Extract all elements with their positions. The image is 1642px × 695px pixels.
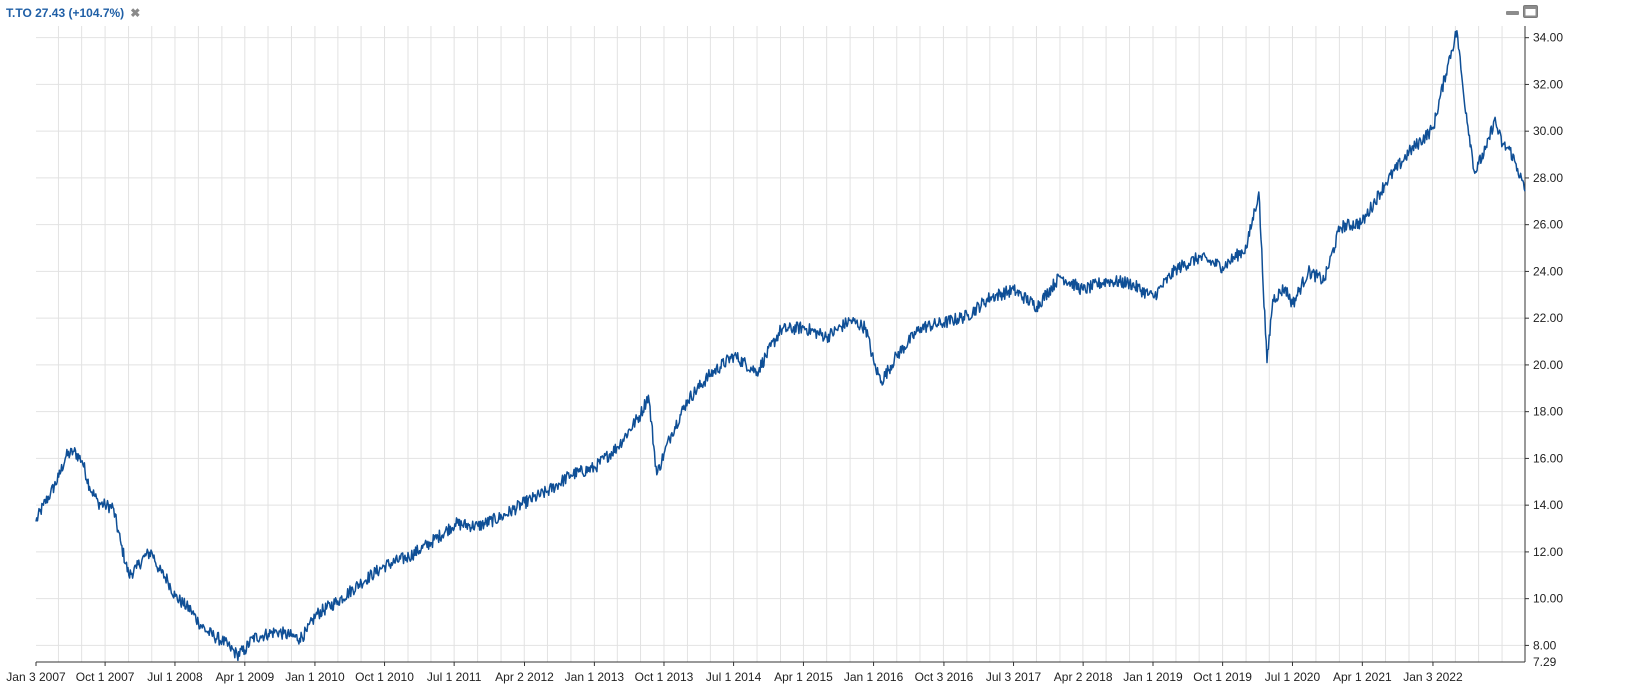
y-tick-label: 34.00 xyxy=(1533,31,1563,45)
x-tick-label: Jul 1 2014 xyxy=(706,670,762,684)
y-tick-label: 8.00 xyxy=(1533,638,1557,652)
x-tick-label: Oct 1 2019 xyxy=(1193,670,1252,684)
y-tick-label: 24.00 xyxy=(1533,264,1563,278)
price-series-line xyxy=(35,29,1526,662)
x-tick-label: Jul 1 2020 xyxy=(1265,670,1321,684)
x-tick-label: Oct 1 2013 xyxy=(635,670,694,684)
maximize-icon[interactable] xyxy=(1523,5,1539,18)
x-tick-label: Oct 3 2016 xyxy=(915,670,974,684)
x-tick-label: Apr 1 2015 xyxy=(774,670,833,684)
minimize-icon[interactable] xyxy=(1506,5,1520,17)
y-tick-label: 28.00 xyxy=(1533,171,1563,185)
axes xyxy=(35,26,1529,666)
y-tick-label: 14.00 xyxy=(1533,498,1563,512)
x-tick-label: Oct 1 2007 xyxy=(76,670,135,684)
y-tick-label: 26.00 xyxy=(1533,218,1563,232)
x-tick-label: Apr 2 2018 xyxy=(1054,670,1113,684)
series-legend: T.TO 27.43 (+104.7%) ✖ xyxy=(6,6,140,20)
x-tick-label: Jan 1 2010 xyxy=(285,670,345,684)
x-tick-label: Jan 1 2019 xyxy=(1123,670,1183,684)
grid xyxy=(36,26,1525,662)
x-tick-label: Jan 1 2016 xyxy=(844,670,904,684)
tick-labels: Jan 3 2007 Oct 1 2007 Jul 1 2008 Apr 1 2009… xyxy=(6,31,1563,684)
x-tick-label: Jan 3 2022 xyxy=(1403,670,1463,684)
y-tick-label: 20.00 xyxy=(1533,358,1563,372)
close-icon[interactable]: ✖ xyxy=(130,6,141,20)
x-tick-label: Jul 1 2011 xyxy=(427,670,482,684)
y-tick-label: 18.00 xyxy=(1533,405,1563,419)
y-tick-label: 10.00 xyxy=(1533,592,1563,606)
x-tick-label: Apr 1 2009 xyxy=(215,670,274,684)
x-tick-label: Oct 1 2010 xyxy=(355,670,414,684)
y-min-label: 7.29 xyxy=(1533,655,1557,669)
y-tick-label: 32.00 xyxy=(1533,77,1563,91)
y-tick-label: 16.00 xyxy=(1533,451,1563,465)
x-tick-label: Apr 2 2012 xyxy=(495,670,554,684)
y-tick-label: 12.00 xyxy=(1533,545,1563,559)
x-tick-label: Jul 1 2008 xyxy=(147,670,203,684)
series-label[interactable]: T.TO 27.43 (+104.7%) xyxy=(6,6,125,20)
x-tick-label: Jul 3 2017 xyxy=(986,670,1042,684)
x-tick-label: Jan 3 2007 xyxy=(6,670,66,684)
y-tick-label: 30.00 xyxy=(1533,124,1563,138)
y-tick-label: 22.00 xyxy=(1533,311,1563,325)
x-tick-label: Jan 1 2013 xyxy=(565,670,625,684)
series xyxy=(35,29,1526,662)
x-tick-label: Apr 1 2021 xyxy=(1333,670,1392,684)
